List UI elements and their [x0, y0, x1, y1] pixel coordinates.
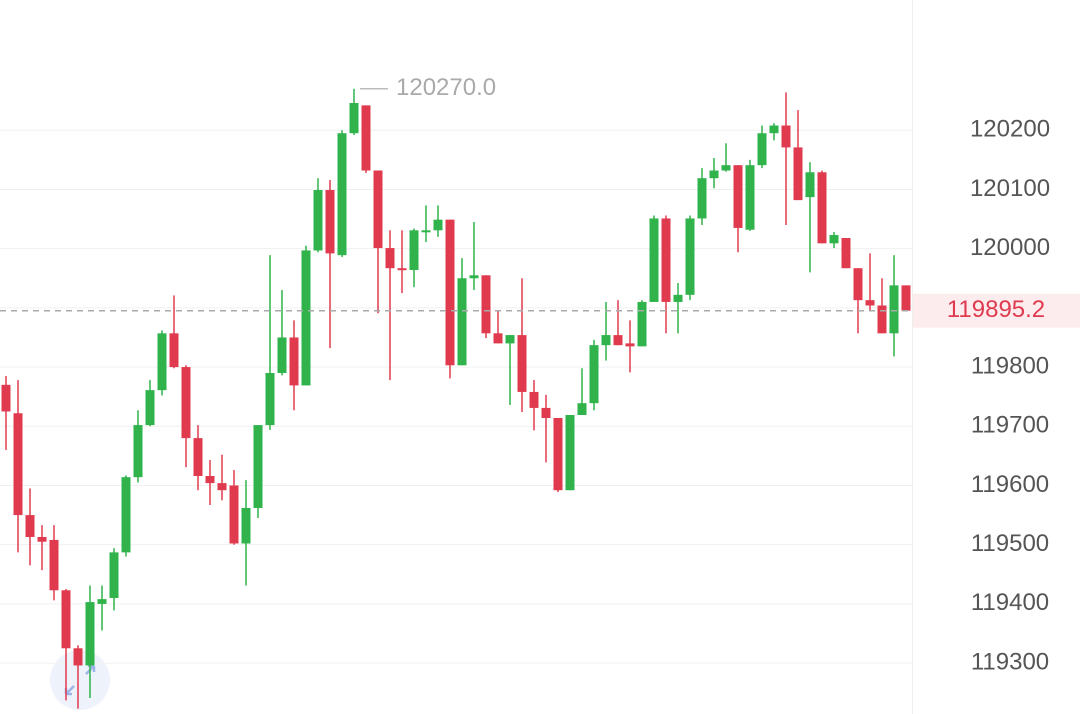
candle-body [457, 278, 467, 366]
y-tick-label: 119400 [971, 589, 1049, 616]
candle-body [133, 425, 143, 478]
candle-body [673, 294, 683, 302]
candle-body [433, 219, 443, 231]
candle-body [637, 301, 647, 347]
candle-body [421, 230, 431, 233]
candle-body [13, 413, 23, 516]
candle-body [205, 476, 215, 484]
candle-body [49, 539, 59, 591]
last-price-label: 119895.2 [947, 296, 1045, 323]
candle-body [181, 367, 191, 439]
high-label: 120270.0 [396, 74, 496, 101]
candle-body [301, 250, 311, 386]
candle-body [817, 172, 827, 244]
y-tick-label: 119300 [971, 648, 1049, 675]
candle-body [625, 343, 635, 347]
candle-body [241, 507, 251, 544]
candle-body [445, 219, 455, 366]
candle-body [361, 105, 371, 171]
candle-body [277, 337, 287, 373]
candle-body [529, 391, 539, 408]
candle-body [745, 165, 755, 230]
candle-body [733, 165, 743, 228]
candle-body [349, 103, 359, 134]
candle-body [385, 248, 395, 269]
candle-body [601, 335, 611, 346]
candle-body [649, 218, 659, 302]
candle-body [121, 477, 131, 553]
candle-body [37, 536, 47, 542]
candle-body [145, 390, 155, 426]
candle-body [313, 190, 323, 251]
candle-body [793, 147, 803, 201]
candle-body [109, 552, 119, 598]
candle-body [757, 133, 767, 166]
candle-body [85, 602, 95, 666]
candle-body [877, 305, 887, 334]
candle-body [97, 599, 107, 604]
candle-body [901, 285, 911, 311]
candle-body [1, 384, 11, 412]
y-tick-label: 120000 [970, 234, 1050, 261]
candle-body [25, 515, 35, 537]
candle-body [253, 425, 263, 508]
candle-body [169, 333, 179, 368]
candle-body [685, 218, 695, 295]
y-tick-label: 120200 [970, 116, 1050, 143]
candle-body [889, 285, 899, 334]
candle-body [853, 268, 863, 301]
y-tick-label: 120100 [970, 175, 1050, 202]
y-tick-label: 119500 [971, 530, 1049, 557]
candle-body [409, 230, 419, 270]
candle-body [265, 372, 275, 426]
candle-body [193, 438, 203, 476]
candle-body [493, 333, 503, 344]
candle-body [61, 590, 71, 649]
candle-body [325, 190, 335, 254]
candle-body [697, 178, 707, 219]
candle-body [661, 218, 671, 302]
candle-body [769, 125, 779, 134]
candle-body [841, 238, 851, 269]
candle-body [73, 648, 83, 666]
candle-body [829, 235, 839, 244]
candle-body [157, 333, 167, 391]
candle-body [373, 170, 383, 249]
candle-body [613, 335, 623, 346]
candle-body [589, 345, 599, 404]
candle-body [865, 300, 875, 306]
candle-body [217, 483, 227, 491]
candle-body [721, 165, 731, 171]
last-price-box [913, 293, 1080, 328]
candle-body [577, 403, 587, 416]
candle-body [469, 275, 479, 279]
candle-body [541, 407, 551, 418]
candle-body [781, 125, 791, 148]
candle-body [229, 485, 239, 544]
candle-body [289, 337, 299, 386]
candle-body [565, 415, 575, 491]
y-tick-label: 119700 [971, 412, 1049, 439]
y-tick-label: 119600 [971, 471, 1049, 498]
candle-body [397, 268, 407, 271]
candle-body [337, 133, 347, 256]
candle-body [709, 170, 719, 179]
candle-body [553, 417, 563, 491]
candle-body [517, 335, 527, 392]
candle-body [805, 172, 815, 198]
candle-body [505, 335, 515, 344]
y-tick-label: 119800 [971, 352, 1049, 379]
candle-body [481, 275, 491, 334]
